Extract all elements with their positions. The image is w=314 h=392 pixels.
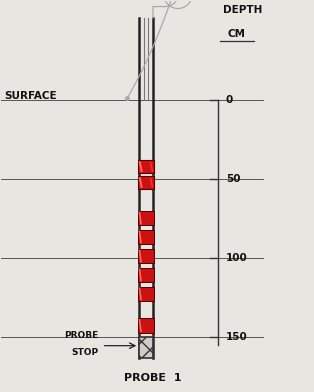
Bar — [138, 211, 154, 225]
Bar — [138, 160, 154, 173]
Text: PROBE: PROBE — [64, 331, 99, 340]
Bar — [138, 230, 154, 244]
Text: DEPTH: DEPTH — [223, 5, 263, 15]
Text: PROBE  1: PROBE 1 — [124, 373, 181, 383]
Text: 100: 100 — [226, 253, 247, 263]
Bar — [138, 287, 154, 301]
Text: 0: 0 — [226, 95, 233, 105]
Bar — [139, 338, 153, 358]
Text: 50: 50 — [226, 174, 240, 184]
Bar — [138, 318, 154, 333]
Text: SURFACE: SURFACE — [4, 91, 57, 101]
Bar — [138, 176, 154, 189]
Bar — [138, 268, 154, 282]
Text: 150: 150 — [226, 332, 247, 342]
Text: CM: CM — [228, 29, 246, 39]
Text: THERMOCOUPLES: THERMOCOUPLES — [0, 391, 1, 392]
Text: STOP: STOP — [71, 348, 99, 357]
Bar — [138, 249, 154, 263]
